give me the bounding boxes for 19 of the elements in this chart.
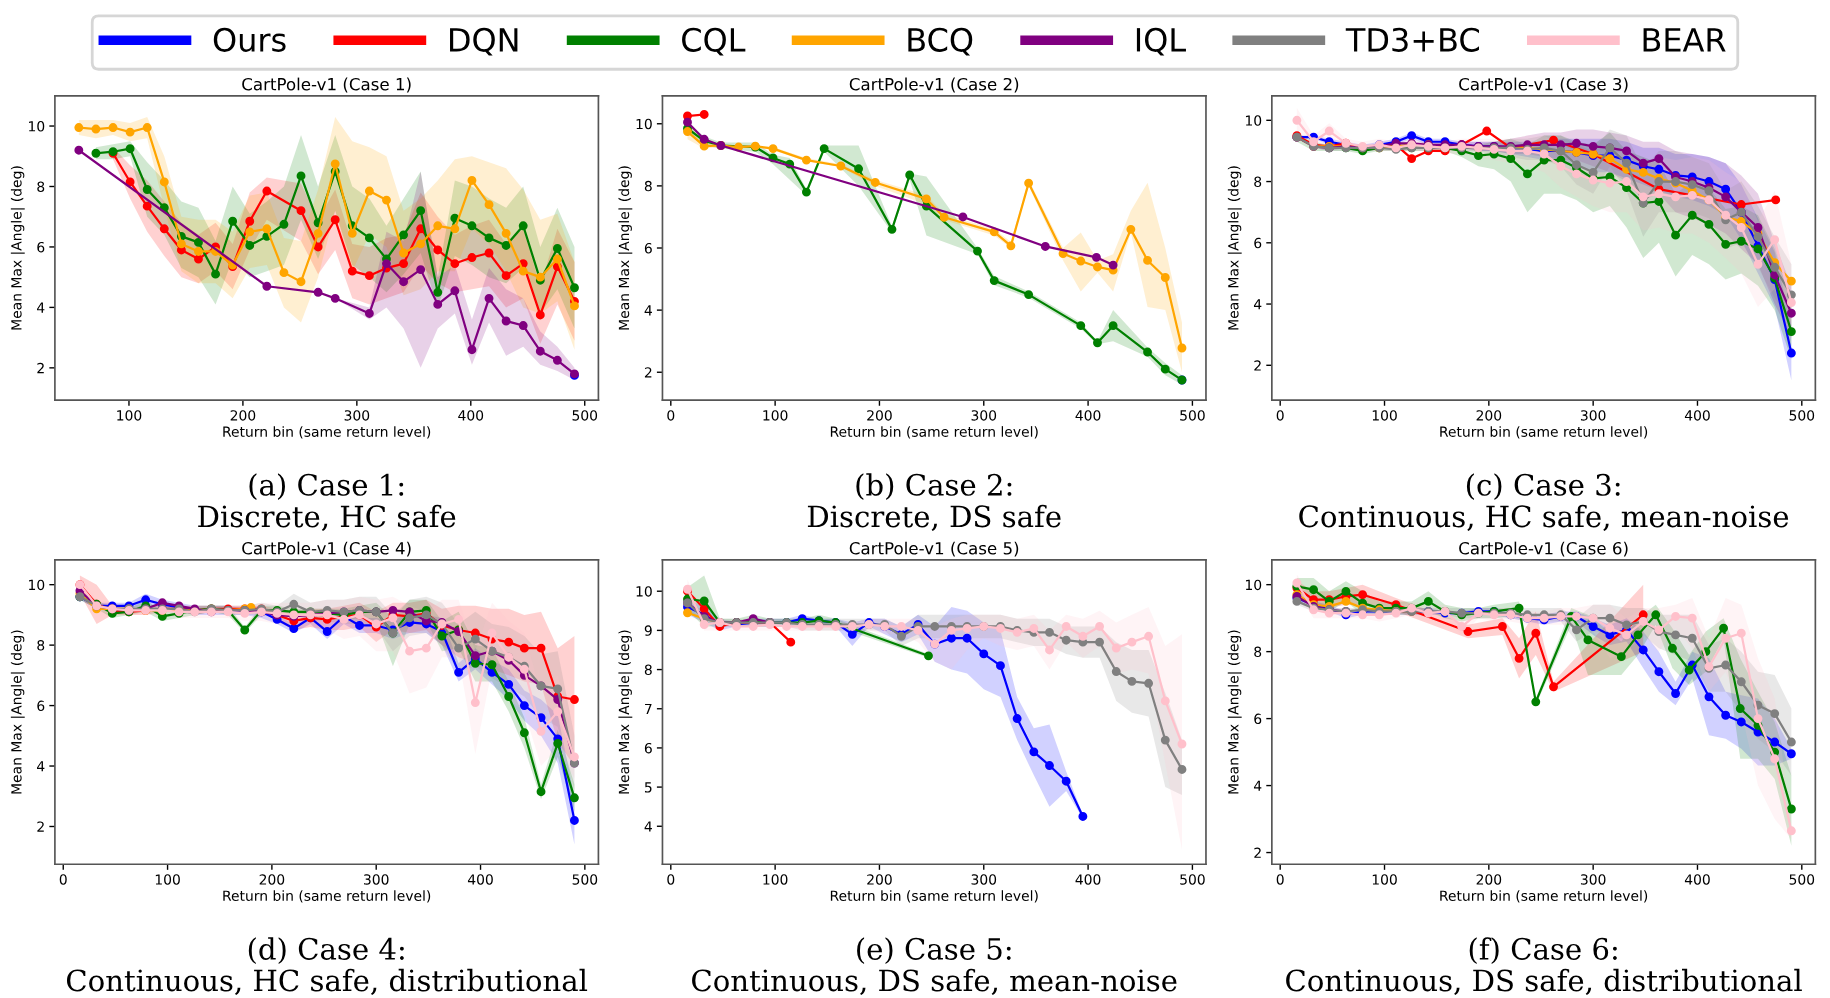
text: (a) Case 1: Discrete, HC safe <box>198 473 456 531</box>
chart-title: CartPole-v1 (Case 4) <box>242 541 411 557</box>
chart-title: CartPole-v1 (Case 5) <box>849 541 1019 557</box>
text: (c) Case 3: Continuous, HC safe, mean-noise <box>1299 473 1789 531</box>
chart-title: CartPole-v1 (Case 2) <box>849 77 1019 93</box>
legend-label: BEAR <box>1643 28 1726 52</box>
text: (d) Case 4: Continuous, HC safe, distributional <box>66 937 588 996</box>
chart-title: CartPole-v1 (Case 3) <box>1459 77 1628 93</box>
text: (b) Case 2: Discrete, DS safe <box>807 473 1061 531</box>
text: (e) Case 5: Continuous, DS safe, mean-noise <box>692 937 1177 996</box>
chart-title: CartPole-v1 (Case 6) <box>1459 541 1628 557</box>
text: (f) Case 6: Continuous, DS safe, distributional <box>1286 937 1802 996</box>
legend-label: CQL <box>682 27 746 56</box>
legend-label: TD3+BC <box>1345 27 1479 52</box>
chart-title: CartPole-v1 (Case 1) <box>242 77 411 93</box>
legend-label: BCQ <box>908 27 973 56</box>
legend-label: DQN <box>450 27 518 56</box>
legend-label: Ours <box>213 27 286 52</box>
legend-label: IQL <box>1136 27 1186 56</box>
